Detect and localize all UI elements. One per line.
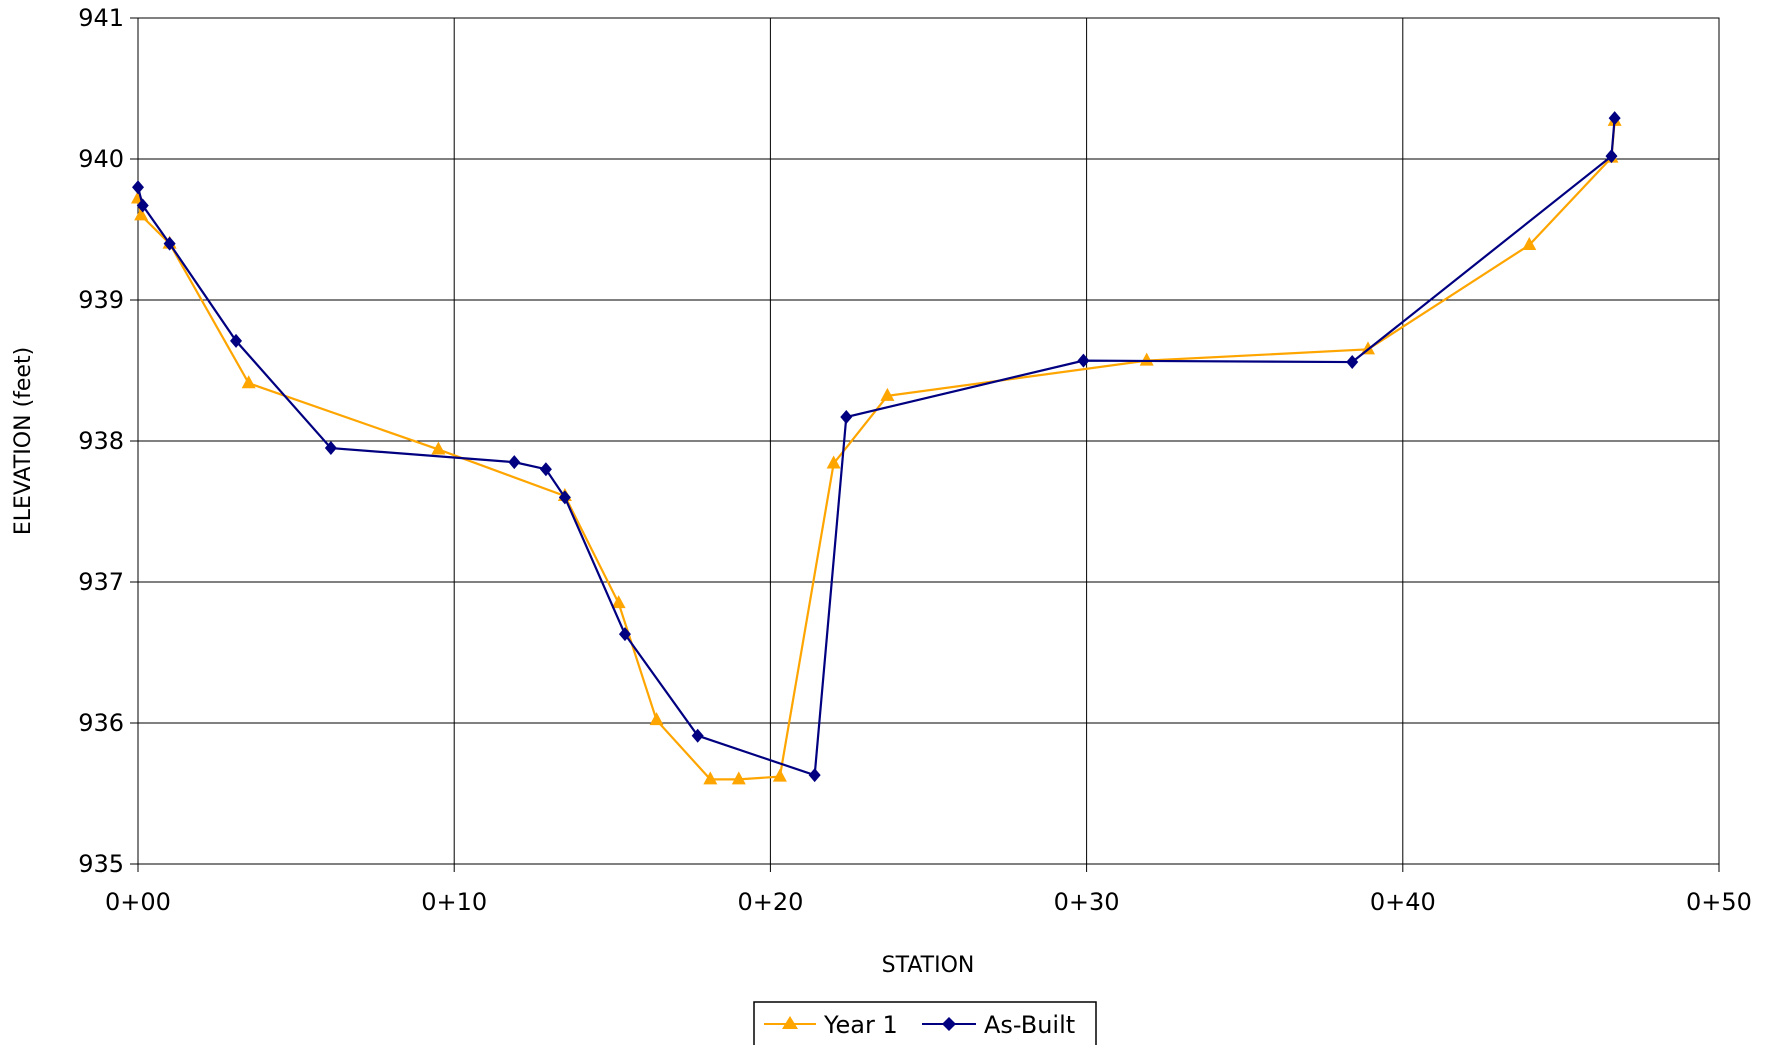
gridlines	[137, 17, 1720, 865]
y-tick-label: 940	[78, 145, 124, 173]
point-year-1	[649, 712, 664, 726]
y-tick-label: 935	[78, 850, 124, 878]
x-tick-label: 0+10	[421, 888, 487, 916]
legend-marker-year-1	[782, 1016, 798, 1029]
point-year-1	[703, 771, 718, 785]
series-line-as-built	[136, 118, 1616, 777]
point-year-1	[880, 387, 895, 401]
point-year-1	[611, 595, 626, 609]
y-tick-label: 936	[78, 709, 124, 737]
point-as-built	[1605, 149, 1618, 164]
point-as-built	[508, 455, 521, 470]
point-year-1	[134, 207, 149, 221]
x-tick-label: 0+40	[1370, 888, 1436, 916]
point-as-built	[558, 490, 571, 505]
y-tick-label: 938	[78, 427, 124, 455]
point-year-1	[1522, 237, 1537, 251]
y-tick-label: 939	[78, 286, 124, 314]
point-as-built	[230, 333, 243, 348]
point-year-1	[241, 375, 256, 389]
point-as-built	[132, 180, 144, 195]
y-tick-label: 937	[78, 568, 124, 596]
y-axis-title: ELEVATION (feet)	[11, 347, 36, 535]
point-year-1	[1139, 352, 1154, 366]
point-as-built	[1346, 355, 1359, 370]
point-as-built	[691, 728, 704, 743]
legend: Year 1 As-Built	[753, 1001, 1097, 1045]
x-tick-label: 0+20	[737, 888, 803, 916]
point-year-1	[431, 441, 446, 455]
point-as-built	[163, 236, 176, 251]
point-as-built	[539, 462, 552, 477]
series-layer	[131, 111, 1622, 785]
axes: 935 936 937 938 939 940 941 0+00 0+10 0+20 0+30 0+4…	[78, 4, 1752, 916]
point-as-built	[1077, 353, 1090, 368]
point-year-1	[731, 771, 746, 785]
x-tick-label: 0+30	[1054, 888, 1120, 916]
point-as-built	[808, 768, 821, 783]
point-as-built	[618, 627, 631, 642]
x-tick-label: 0+00	[105, 888, 171, 916]
x-tick-label: 0+50	[1686, 888, 1752, 916]
point-as-built	[840, 410, 853, 425]
y-tick-label: 941	[78, 4, 124, 32]
legend-label-as-built: As-Built	[984, 1011, 1075, 1039]
series-line-year-1	[136, 120, 1616, 781]
x-axis-title: STATION	[882, 953, 975, 978]
point-as-built	[136, 198, 149, 213]
point-as-built	[324, 441, 337, 456]
point-as-built	[1608, 111, 1621, 126]
point-year-1	[826, 455, 841, 469]
legend-marker-as-built	[942, 1017, 956, 1031]
legend-label-year-1: Year 1	[823, 1011, 898, 1039]
point-year-1	[772, 768, 787, 782]
